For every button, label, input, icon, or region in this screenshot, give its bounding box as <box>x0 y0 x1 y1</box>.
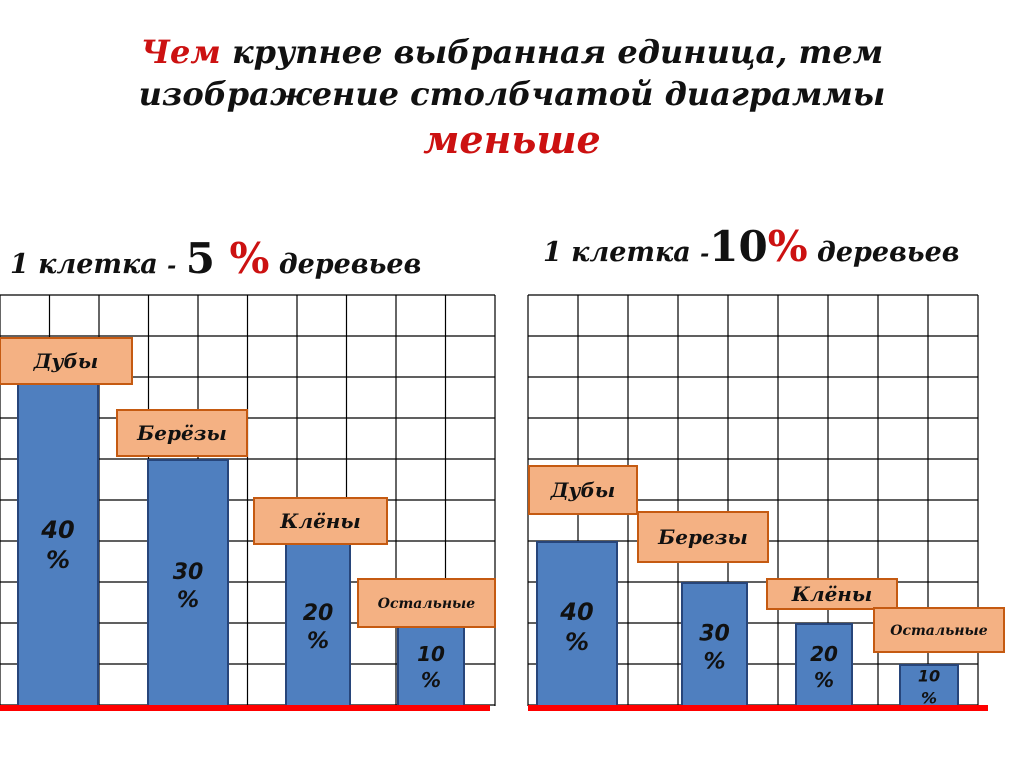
right-category-label: Клёны <box>791 582 873 606</box>
left-category-label: Клёны <box>279 509 361 533</box>
right-category-label: Дубы <box>550 478 616 502</box>
right-bar-value-label: 20 <box>810 642 838 666</box>
left-caption-number: 5 <box>185 234 215 283</box>
right-category-label: Остальные <box>890 623 988 639</box>
left-category-box <box>116 409 248 457</box>
left-category-box <box>357 578 496 628</box>
right-category-box <box>766 578 898 610</box>
right-chart-caption: 1 клетка -10% деревьев <box>543 222 960 271</box>
left-bar-value-unit: % <box>421 668 441 692</box>
left-caption-percent: % <box>214 234 270 283</box>
left-category-box <box>253 497 388 545</box>
left-caption-prefix: 1 клетка <box>10 249 168 280</box>
right-bar-value-unit: % <box>565 628 589 656</box>
right-bar-value-label: 40 <box>559 598 593 626</box>
right-category-box <box>528 465 638 515</box>
left-bar <box>17 377 99 707</box>
title-line-2: изображение столбчатой диаграммы <box>138 74 886 113</box>
left-caption-dash: - <box>167 253 177 279</box>
right-bar-value-label: 10 <box>918 667 940 686</box>
right-caption-dash: - <box>700 241 710 267</box>
right-category-box <box>873 607 1005 653</box>
right-bar-value-unit: % <box>814 668 834 692</box>
left-category-label: Остальные <box>378 596 476 612</box>
left-bar-value-unit: % <box>307 629 329 654</box>
right-category-box <box>637 511 769 563</box>
left-category-label: Дубы <box>33 349 99 373</box>
right-bar <box>899 664 959 707</box>
left-bar-value-label: 40 <box>40 516 74 544</box>
right-category-label: Березы <box>657 525 748 549</box>
right-bar-value-unit: % <box>703 650 725 675</box>
left-caption-suffix: деревьев <box>269 249 422 280</box>
right-bar <box>536 541 618 707</box>
right-bar-value-label: 30 <box>699 622 730 647</box>
right-caption-prefix: 1 клетка <box>543 237 701 268</box>
right-caption-number: 10 <box>709 222 768 271</box>
page-title: Чем крупнее выбранная единица, тем изобр… <box>0 32 1024 165</box>
left-bar-value-label: 20 <box>303 601 334 626</box>
left-bar-value-unit: % <box>177 588 199 613</box>
title-line-3: меньше <box>423 117 601 163</box>
title-word-chem: Чем <box>140 33 221 71</box>
left-category-box <box>0 337 133 385</box>
right-caption-suffix: деревьев <box>807 237 960 268</box>
left-bar-value-label: 30 <box>173 560 204 585</box>
right-caption-percent: % <box>767 222 808 271</box>
left-bar-value-label: 10 <box>417 642 445 666</box>
left-category-label: Берёзы <box>136 421 227 445</box>
left-chart-caption: 1 клетка - 5 % деревьев <box>10 234 421 283</box>
left-bar <box>147 459 229 707</box>
left-bar-value-unit: % <box>46 546 70 574</box>
title-line-1: Чем крупнее выбранная единица, тем <box>0 32 1024 74</box>
title-line-1-rest: крупнее выбранная единица, тем <box>220 33 884 71</box>
right-bar-value-unit: % <box>921 689 937 708</box>
